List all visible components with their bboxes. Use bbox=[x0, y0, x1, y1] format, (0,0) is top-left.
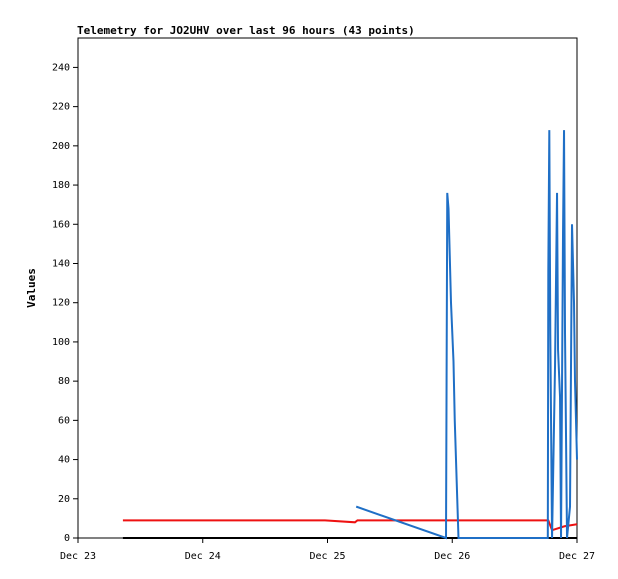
y-tick-label: 20 bbox=[58, 494, 70, 505]
series-line bbox=[122, 519, 578, 532]
x-tick-label: Dec 23 bbox=[60, 551, 96, 562]
y-tick-label: 220 bbox=[52, 102, 70, 113]
x-tick-label: Dec 24 bbox=[185, 551, 221, 562]
y-tick-label: 100 bbox=[52, 337, 70, 348]
series-line bbox=[355, 130, 578, 540]
y-tick-label: 240 bbox=[52, 62, 70, 73]
x-tick-label: Dec 26 bbox=[434, 551, 470, 562]
y-tick-label: 120 bbox=[52, 298, 70, 309]
y-tick-label: 0 bbox=[64, 533, 70, 544]
chart-title: Telemetry for JO2UHV over last 96 hours … bbox=[77, 24, 415, 37]
y-tick-label: 80 bbox=[58, 376, 70, 387]
plot-frame bbox=[77, 37, 578, 539]
x-tick-label: Dec 27 bbox=[559, 551, 595, 562]
y-axis-label: Values bbox=[25, 268, 38, 308]
y-tick-label: 60 bbox=[58, 415, 70, 426]
y-tick-label: 40 bbox=[58, 455, 70, 466]
y-tick-label: 160 bbox=[52, 219, 70, 230]
x-tick-label: Dec 25 bbox=[309, 551, 345, 562]
y-tick-label: 140 bbox=[52, 258, 70, 269]
y-tick-label: 180 bbox=[52, 180, 70, 191]
y-tick-label: 200 bbox=[52, 141, 70, 152]
